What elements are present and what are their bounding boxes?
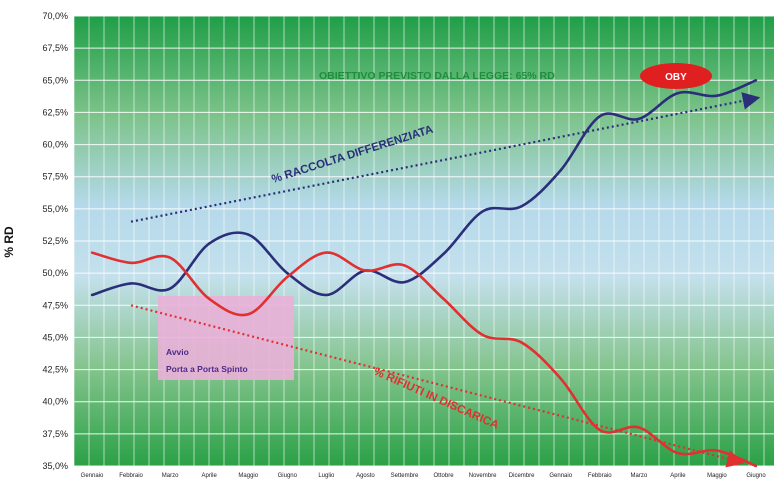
point-discarica (325, 251, 328, 254)
target-annotation: OBIETTIVO PREVISTO DALLA LEGGE: 65% RD (319, 70, 555, 82)
oby-label: OBY (665, 72, 687, 83)
point-discarica (520, 341, 523, 344)
y-tick-label: 57,5% (42, 172, 68, 182)
point-discarica (559, 377, 562, 380)
y-tick-label: 55,0% (42, 204, 68, 214)
point-discarica (754, 464, 758, 468)
point-raccolta (442, 252, 445, 256)
point-discarica (90, 251, 94, 254)
point-raccolta (559, 169, 562, 172)
point-raccolta (90, 293, 94, 297)
oby-badge (640, 63, 712, 89)
y-axis-label: % RD (2, 226, 16, 258)
x-tick-label: Aprile (202, 473, 218, 479)
x-axis: Gennaio Febbraio Marzo Aprile Maggio Giugno Lu… (81, 473, 767, 479)
x-tick-label: Marzo (162, 473, 179, 479)
x-tick-label: Agosto (356, 473, 375, 479)
point-raccolta (637, 117, 641, 121)
x-tick-label: Giugno (746, 473, 766, 479)
y-tick-label: 52,5% (42, 236, 68, 246)
point-raccolta (286, 271, 289, 275)
trend-lines (130, 92, 761, 468)
x-tick-label: Marzo (630, 473, 647, 479)
point-discarica (637, 426, 641, 429)
y-tick-label: 37,5% (42, 429, 68, 439)
x-tick-label: Novembre (469, 473, 497, 479)
x-tick-label: Febbraio (119, 473, 143, 479)
point-raccolta (676, 91, 680, 95)
point-discarica (168, 256, 172, 259)
y-tick-label: 40,0% (42, 397, 68, 407)
point-discarica (715, 449, 719, 452)
x-tick-label: Luglio (318, 473, 335, 479)
point-raccolta (129, 282, 133, 285)
x-tick-label: Maggio (238, 473, 258, 479)
y-tick-label: 47,5% (42, 300, 68, 310)
point-raccolta (754, 79, 758, 82)
x-tick-label: Giugno (278, 473, 298, 479)
point-raccolta (715, 94, 719, 97)
point-raccolta (481, 210, 484, 213)
point-raccolta (168, 287, 172, 290)
y-tick-label: 65,0% (42, 75, 68, 85)
series-raccolta-line (91, 79, 757, 297)
y-tick-label: 67,5% (42, 43, 68, 53)
point-raccolta (598, 115, 601, 118)
x-tick-label: Settembre (391, 473, 419, 479)
x-tick-label: Gennaio (549, 473, 572, 479)
point-raccolta (207, 242, 211, 245)
y-tick-label: 60,0% (42, 140, 68, 150)
series-lines (90, 79, 758, 468)
point-raccolta (247, 233, 250, 236)
point-raccolta (403, 280, 406, 284)
box-line-2: Porta a Porta Spinto (166, 364, 248, 374)
y-tick-label: 42,5% (42, 365, 68, 375)
point-discarica (403, 264, 406, 267)
point-discarica (598, 428, 601, 432)
y-tick-label: 50,0% (42, 268, 68, 278)
y-tick-label: 35,0% (42, 461, 68, 471)
point-discarica (129, 261, 133, 265)
y-axis: 35,0% 37,5% 40,0% 42,5% 45,0% 47,5% 50,0% 52,5%… (42, 11, 68, 471)
y-tick-label: 62,5% (42, 107, 68, 117)
point-discarica (676, 451, 680, 455)
x-tick-label: Maggio (707, 473, 727, 479)
y-tick-label: 70,0% (42, 11, 68, 21)
x-tick-label: Ottobre (434, 473, 455, 479)
trend-raccolta (130, 92, 761, 223)
point-raccolta (325, 293, 328, 297)
y-tick-label: 45,0% (42, 332, 68, 342)
x-tick-label: Dicembre (509, 473, 535, 479)
x-tick-label: Aprile (670, 473, 686, 479)
point-raccolta (520, 205, 523, 208)
x-tick-label: Gennaio (81, 473, 104, 479)
point-discarica (364, 269, 367, 272)
point-discarica (207, 297, 211, 301)
point-discarica (286, 275, 289, 279)
box-line-1: Avvio (166, 347, 189, 357)
point-discarica (481, 333, 484, 337)
point-discarica (442, 297, 445, 301)
point-discarica (247, 313, 250, 316)
x-tick-label: Febbraio (588, 473, 612, 479)
series-discarica-line (91, 251, 757, 468)
